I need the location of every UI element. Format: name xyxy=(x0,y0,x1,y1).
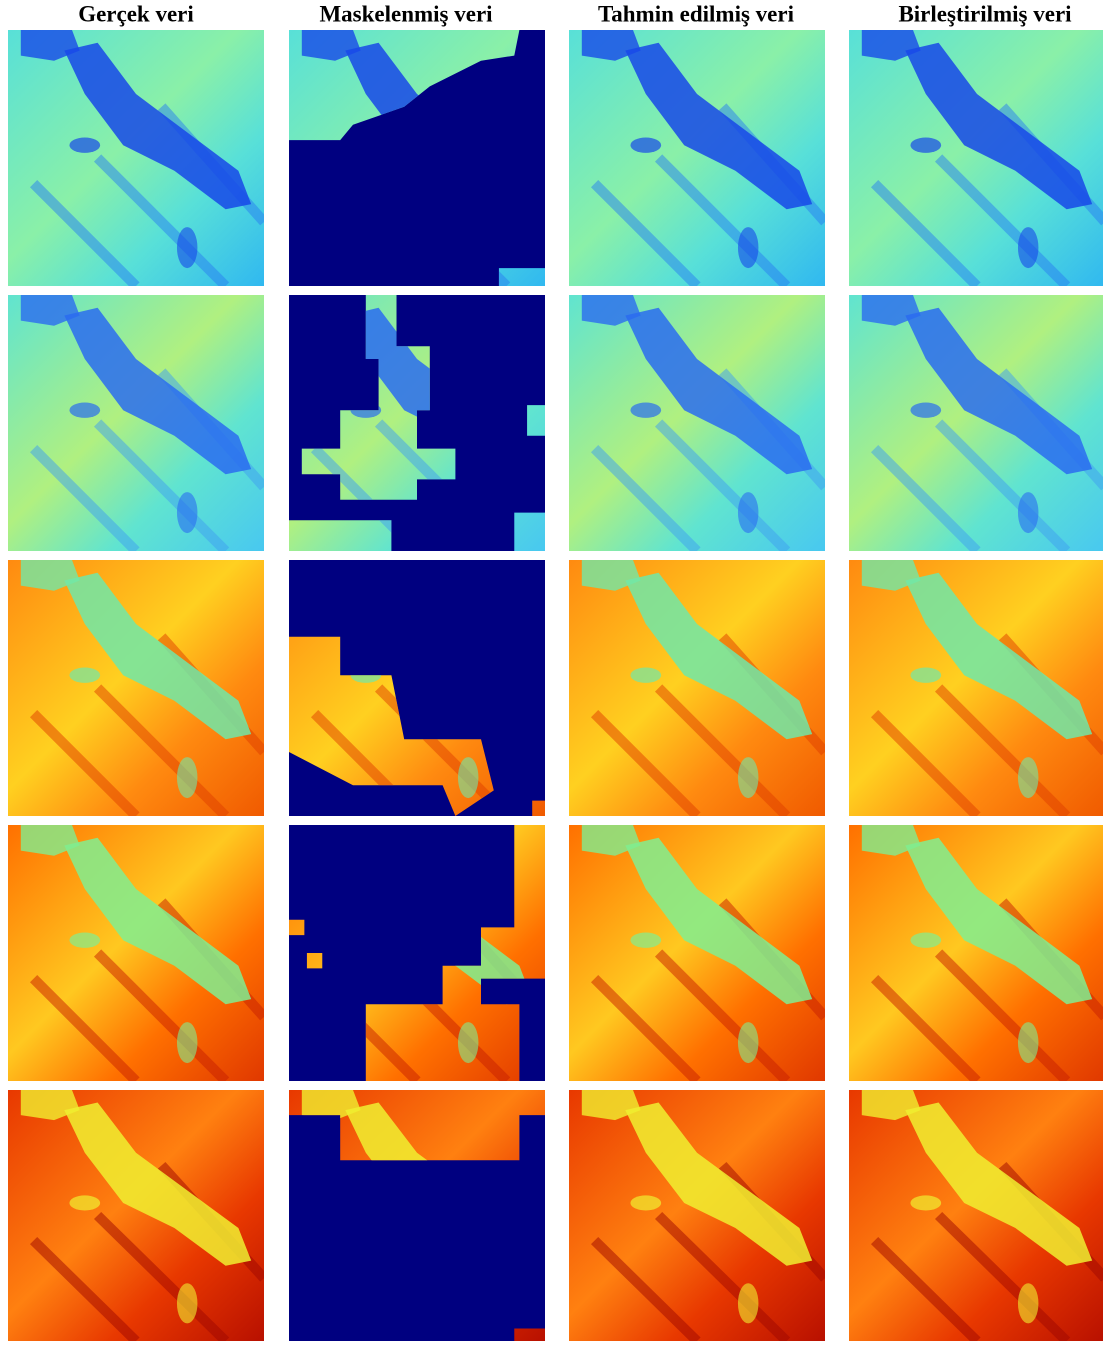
image-base xyxy=(8,30,264,286)
lake xyxy=(1018,1022,1038,1063)
image-base xyxy=(569,1090,825,1341)
lake xyxy=(910,403,941,418)
lake xyxy=(738,227,758,268)
panel xyxy=(8,1090,264,1341)
lake xyxy=(177,492,197,533)
lake xyxy=(630,138,661,153)
image-base xyxy=(8,560,264,816)
panel xyxy=(849,295,1103,551)
panel xyxy=(569,825,825,1081)
column-title: Birleştirilmiş veri xyxy=(898,1,1072,26)
image-base xyxy=(569,295,825,551)
lake xyxy=(630,1195,661,1210)
panel xyxy=(8,560,264,816)
page: Gerçek veri Maskelenmiş veri Tahmin edil… xyxy=(0,0,1103,1341)
lake xyxy=(69,1195,100,1210)
column-title: Maskelenmiş veri xyxy=(319,1,493,26)
lake xyxy=(458,1022,478,1063)
panel xyxy=(849,560,1103,816)
panel xyxy=(289,1090,545,1341)
lake xyxy=(69,933,100,948)
lake xyxy=(910,668,941,683)
image-base xyxy=(849,825,1103,1081)
image-base xyxy=(849,560,1103,816)
column-title: Gerçek veri xyxy=(78,1,194,26)
lake xyxy=(738,757,758,798)
image-base xyxy=(569,825,825,1081)
image-base xyxy=(8,1090,264,1341)
panel xyxy=(569,295,825,551)
image-base xyxy=(849,1090,1103,1341)
panel xyxy=(849,1090,1103,1341)
lake xyxy=(1018,492,1038,533)
image-base xyxy=(569,560,825,816)
lake xyxy=(910,933,941,948)
image-base xyxy=(8,825,264,1081)
image-base xyxy=(569,30,825,286)
panel xyxy=(849,825,1103,1081)
panel xyxy=(8,30,264,286)
figure: Gerçek veri Maskelenmiş veri Tahmin edil… xyxy=(0,0,1103,1341)
image-base xyxy=(8,295,264,551)
panel xyxy=(289,825,545,1081)
lake xyxy=(1018,227,1038,268)
panel xyxy=(849,30,1103,286)
lake xyxy=(69,138,100,153)
panel xyxy=(8,825,264,1081)
lake xyxy=(738,1283,758,1323)
lake xyxy=(177,757,197,798)
panel xyxy=(289,30,545,286)
lake xyxy=(738,1022,758,1063)
lake xyxy=(630,403,661,418)
lake xyxy=(630,668,661,683)
lake xyxy=(177,1022,197,1063)
panel xyxy=(569,1090,825,1341)
lake xyxy=(1018,757,1038,798)
lake xyxy=(177,227,197,268)
lake xyxy=(910,138,941,153)
panel xyxy=(569,560,825,816)
column-title: Tahmin edilmiş veri xyxy=(598,1,795,26)
lake xyxy=(910,1195,941,1210)
panel xyxy=(289,295,545,551)
panel xyxy=(289,560,545,816)
lake xyxy=(738,492,758,533)
lake xyxy=(69,668,100,683)
lake xyxy=(177,1283,197,1323)
image-base xyxy=(849,295,1103,551)
lake xyxy=(69,403,100,418)
lake xyxy=(630,933,661,948)
lake xyxy=(1018,1283,1038,1323)
lake xyxy=(458,757,478,798)
panel xyxy=(569,30,825,286)
image-base xyxy=(849,30,1103,286)
panel xyxy=(8,295,264,551)
